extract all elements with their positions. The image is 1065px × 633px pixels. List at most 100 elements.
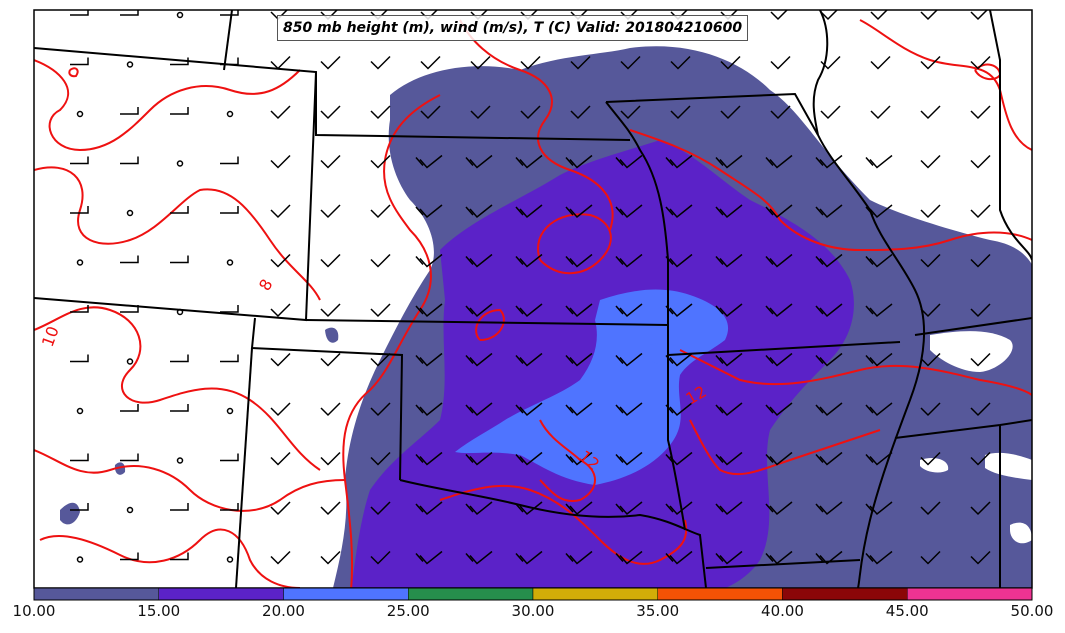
colorbar-tick-label: 15.00 xyxy=(137,602,181,620)
wind-barb xyxy=(920,105,941,120)
wind-barb xyxy=(870,105,891,120)
wind-barb xyxy=(320,105,341,120)
wind-barb xyxy=(920,55,941,70)
wind-barb xyxy=(270,154,291,169)
wind-barb xyxy=(320,154,341,169)
wind-barb xyxy=(465,253,493,268)
wind-barb xyxy=(270,402,291,417)
wind-barb xyxy=(765,204,793,219)
wind-barb xyxy=(920,501,941,516)
wind-barb xyxy=(220,156,239,165)
wind-barb xyxy=(170,206,189,214)
wind-barb xyxy=(615,550,643,565)
wind-barb xyxy=(970,55,991,70)
wind-barb xyxy=(465,352,493,367)
clear-area xyxy=(1010,522,1032,544)
wind-barb xyxy=(815,451,843,466)
calm-wind-marker xyxy=(76,259,84,266)
wind-barb xyxy=(220,305,239,313)
wind-barb xyxy=(970,10,989,21)
wind-barb xyxy=(920,253,941,268)
wind-barb xyxy=(370,105,391,120)
wind-barb xyxy=(320,204,341,219)
wind-barb xyxy=(615,154,643,169)
wind-barb xyxy=(820,10,839,21)
wind-barb xyxy=(70,206,89,214)
wind-barb xyxy=(720,105,741,120)
wind-barb xyxy=(565,154,593,169)
wind-barb xyxy=(465,550,493,565)
wind-barb xyxy=(70,453,89,462)
wind-barb xyxy=(920,204,941,219)
wind-barb xyxy=(465,204,493,219)
colorbar-segment xyxy=(907,587,1033,601)
wind-barb xyxy=(470,55,491,70)
temperature-contour xyxy=(439,484,688,565)
wind-barb xyxy=(765,303,793,318)
wind-barb xyxy=(515,501,543,516)
temperature-contour xyxy=(539,419,596,502)
calm-wind-marker xyxy=(176,160,184,167)
wind-barb xyxy=(270,352,291,367)
wind-barb xyxy=(270,303,291,318)
temperature-contour xyxy=(629,129,1032,252)
wind-barb xyxy=(515,204,543,219)
wind-barb xyxy=(815,303,843,318)
calm-wind-marker xyxy=(126,506,134,514)
wind-barb xyxy=(170,552,189,561)
calm-wind-marker xyxy=(76,110,84,118)
wind-barb xyxy=(715,303,743,318)
wind-barb xyxy=(415,204,443,219)
wind-barb xyxy=(565,550,593,565)
colorbar-tick-label: 25.00 xyxy=(386,602,430,620)
wind-barb xyxy=(865,501,893,516)
wind-speed-area-10-15 xyxy=(60,502,80,525)
clear-area xyxy=(930,331,1013,372)
wind-barb xyxy=(765,550,793,565)
wind-barb xyxy=(465,303,493,318)
wind-barb xyxy=(120,404,139,412)
wind-barb xyxy=(465,501,493,516)
wind-barb xyxy=(415,451,443,466)
wind-barb xyxy=(70,354,89,363)
wind-barb xyxy=(715,352,743,367)
calm-wind-marker xyxy=(126,209,134,217)
temperature-contour xyxy=(537,213,612,275)
wind-barb xyxy=(415,352,443,367)
calm-wind-marker xyxy=(76,556,84,563)
temperature-contour xyxy=(34,59,301,152)
wind-barb xyxy=(620,105,641,120)
wind-barb xyxy=(920,451,941,466)
temperature-contour xyxy=(39,528,301,588)
temperature-contour xyxy=(679,349,1032,396)
wind-barb xyxy=(270,204,291,219)
wind-barb xyxy=(515,402,543,417)
colorbar-tick-label: 10.00 xyxy=(12,602,56,620)
wind-barb xyxy=(715,204,743,219)
temperature-contour xyxy=(475,308,505,341)
wind-barb xyxy=(565,303,593,318)
wind-barb xyxy=(120,552,139,561)
calm-wind-marker xyxy=(226,407,234,415)
wind-barb xyxy=(765,352,793,367)
wind-barb xyxy=(120,107,139,115)
wind-barb xyxy=(815,253,843,268)
calm-wind-marker xyxy=(176,308,184,316)
wind-barb xyxy=(865,253,893,268)
wind-barb xyxy=(370,352,391,367)
wind-speed-area-20-25 xyxy=(455,289,729,485)
colorbar-segment xyxy=(657,587,783,601)
clear-area xyxy=(920,458,949,473)
wind-barb xyxy=(815,550,843,565)
temperature-contour xyxy=(459,19,614,231)
state-boundary xyxy=(989,10,1032,261)
colorbar-segment xyxy=(782,587,908,601)
wind-barb xyxy=(320,451,341,466)
wind-barb xyxy=(520,55,541,70)
wind-barb xyxy=(170,57,189,66)
wind-barb xyxy=(970,352,991,367)
wind-barb xyxy=(70,503,89,511)
wind-barb xyxy=(515,303,543,318)
wind-barb xyxy=(565,253,593,268)
colorbar-tick-label: 50.00 xyxy=(1010,602,1054,620)
